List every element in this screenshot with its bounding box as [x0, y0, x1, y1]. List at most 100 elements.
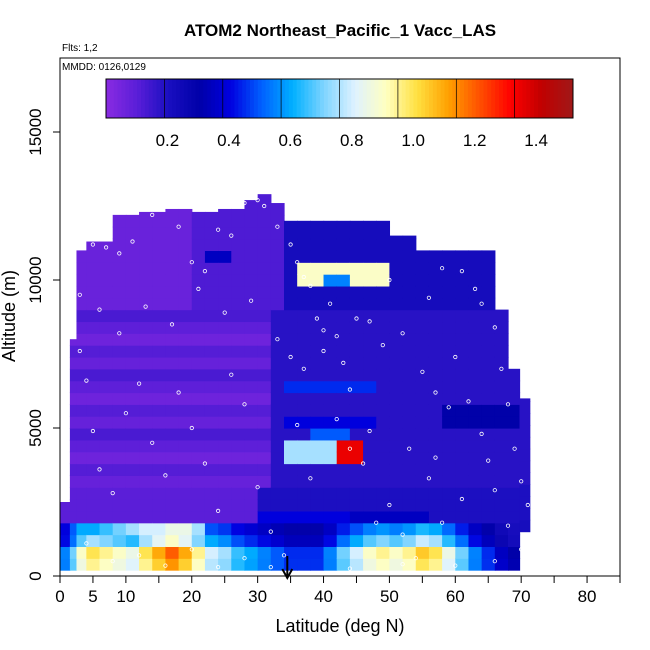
heatmap-cell [442, 380, 456, 394]
colorbar-segment [355, 79, 360, 118]
heatmap-cell [99, 416, 114, 429]
colorbar-segment [440, 79, 446, 118]
heatmap-cell [323, 274, 338, 287]
heatmap-cell [231, 558, 246, 571]
sample-point [439, 266, 445, 271]
heatmap-cell [442, 522, 456, 536]
heatmap-cell [323, 416, 338, 429]
heatmap-cell [257, 297, 272, 311]
heatmap-cell [349, 534, 364, 547]
heatmap-cell [389, 321, 404, 334]
heatmap-cell [415, 416, 430, 429]
heatmap-cell [152, 451, 167, 465]
heatmap-cell [257, 463, 272, 476]
sample-point [400, 331, 405, 336]
heatmap-cell [244, 416, 259, 429]
heatmap-cell [297, 220, 311, 228]
heatmap-cell [442, 285, 456, 299]
sample-point [499, 366, 504, 371]
heatmap-cell [125, 380, 140, 394]
heatmap-cell [494, 380, 509, 394]
heatmap-cell [349, 487, 364, 500]
heatmap-cell [165, 499, 180, 512]
heatmap-cell [112, 463, 127, 476]
colorbar-segment [545, 79, 551, 118]
sample-point [143, 304, 148, 309]
heatmap-cell [376, 534, 391, 547]
heatmap-cell [297, 534, 311, 547]
sample-point [84, 541, 89, 546]
heatmap-cell [363, 274, 377, 287]
heatmap-cell [481, 309, 496, 323]
heatmap-cell [402, 368, 417, 382]
heatmap-cell [310, 416, 325, 429]
heatmap-cell [455, 546, 470, 559]
colorbar-segment [467, 79, 473, 118]
heatmap-cell [60, 502, 71, 512]
heatmap-cell [244, 333, 259, 346]
heatmap-cell [257, 345, 272, 358]
colorbar-segment [358, 79, 364, 118]
colorbar-segment [522, 79, 527, 118]
heatmap-cell [231, 333, 246, 346]
heatmap-cell [402, 558, 417, 571]
heatmap-cell [165, 522, 180, 536]
heatmap-cell [178, 463, 193, 476]
heatmap-cell [323, 297, 338, 311]
heatmap-cell [310, 558, 325, 571]
sample-point [110, 490, 115, 496]
heatmap-cell [336, 439, 351, 453]
heatmap-cell [428, 333, 443, 346]
heatmap-cell [376, 356, 391, 370]
heatmap-cell [257, 439, 272, 453]
heatmap-cell [204, 475, 219, 488]
colorbar-segment [199, 79, 204, 118]
heatmap-cell [310, 475, 325, 488]
heatmap-cell [218, 439, 232, 453]
heatmap-cell [376, 368, 391, 382]
colorbar-segment [152, 79, 158, 118]
heatmap-cell [204, 274, 219, 287]
heatmap-cell [99, 321, 114, 334]
heatmap-cell [402, 235, 417, 240]
heatmap-cell [86, 522, 101, 536]
heatmap-cell [363, 380, 377, 394]
colorbar-segment [335, 79, 340, 118]
heatmap-cell [152, 345, 167, 358]
heatmap-cell [310, 220, 325, 228]
heatmap-cell [363, 392, 377, 405]
colorbar-segment [483, 79, 488, 118]
heatmap-cell [363, 510, 377, 524]
heatmap-cell [270, 238, 285, 251]
heatmap-cell [231, 297, 246, 311]
colorbar-segment [444, 79, 449, 118]
colorbar-segment [304, 79, 309, 118]
heatmap-cell [112, 522, 127, 536]
heatmap-cell [86, 475, 101, 488]
heatmap-cell [244, 368, 259, 382]
heatmap-cell [442, 333, 456, 346]
heatmap-cell [455, 451, 470, 465]
colorbar-segment [553, 79, 558, 118]
heatmap-cell [270, 439, 285, 453]
heatmap-cell [468, 309, 483, 323]
heatmap-cell [231, 416, 246, 429]
heatmap-cell [310, 546, 325, 559]
heatmap-cell [336, 321, 351, 334]
heatmap-cell [376, 404, 391, 417]
colorbar-segment [397, 79, 403, 118]
heatmap-cell [191, 416, 206, 429]
heatmap-cell [86, 250, 101, 263]
heatmap-cell [376, 558, 391, 571]
colorbar-segment [518, 79, 523, 118]
heatmap-cell [389, 558, 404, 571]
heatmap-cell [69, 534, 78, 547]
heatmap-cell [204, 309, 219, 323]
colorbar-segment [191, 79, 197, 118]
heatmap-cell [204, 214, 219, 228]
heatmap-cell [112, 321, 127, 334]
colorbar-segment [113, 79, 119, 118]
heatmap-cell [323, 558, 338, 571]
heatmap-cell [204, 297, 219, 311]
heatmap-cell [376, 451, 391, 465]
